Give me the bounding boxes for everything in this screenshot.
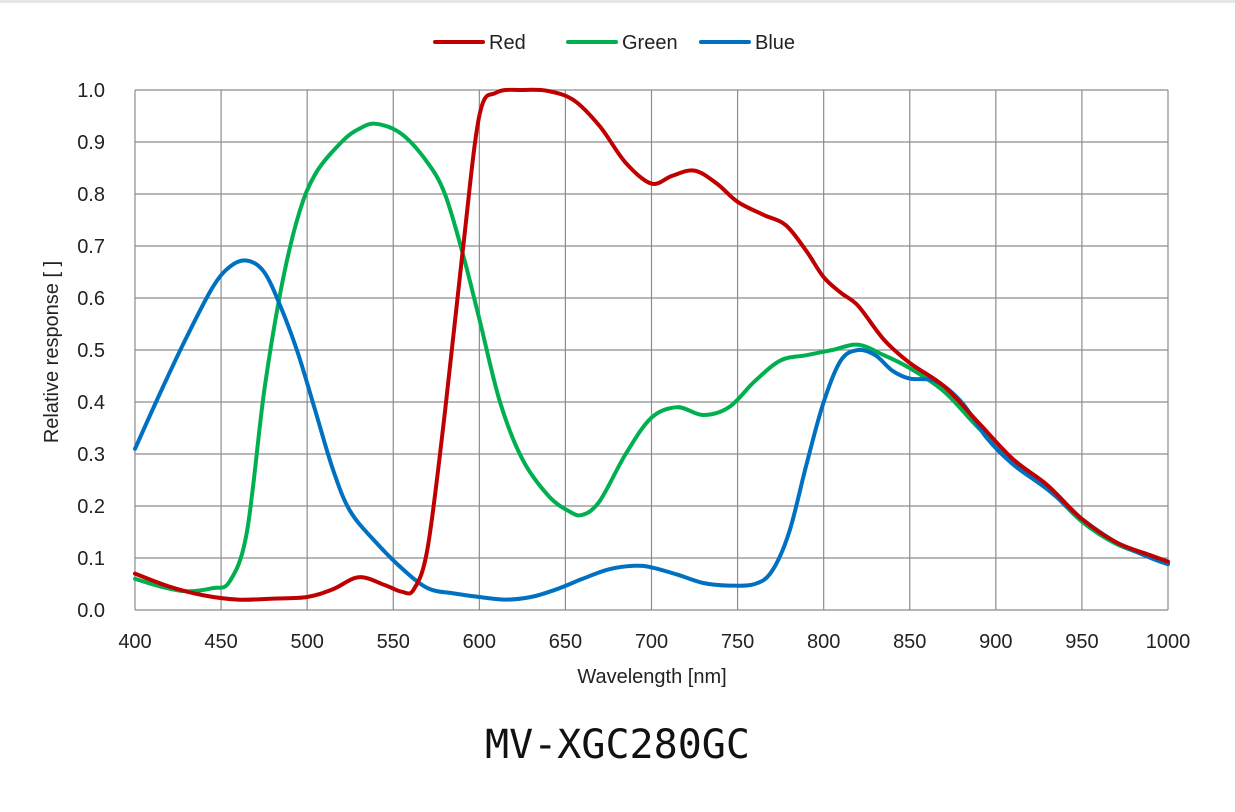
y-tick-label: 0.1 <box>77 548 105 570</box>
y-tick-label: 0.0 <box>77 600 105 622</box>
x-tick-label: 600 <box>463 631 496 653</box>
y-tick-label: 0.3 <box>77 444 105 466</box>
series-lines <box>133 87 1170 602</box>
y-tick-label: 0.6 <box>77 288 105 310</box>
x-tick-label: 550 <box>377 631 410 653</box>
x-tick-label: 950 <box>1065 631 1098 653</box>
y-tick-label: 0.9 <box>77 132 105 154</box>
plot-grid <box>134 89 1169 611</box>
model-caption: MV-XGC280GC <box>485 722 750 768</box>
x-tick-label: 850 <box>893 631 926 653</box>
legend-label-red: Red <box>489 32 526 54</box>
x-tick-label: 750 <box>721 631 754 653</box>
y-tick-label: 0.5 <box>77 340 105 362</box>
spectral-response-chart: 400 450 500 550 600 650 700 750 800 850 900 950 1000… <box>41 32 1190 688</box>
legend: Red Green Blue <box>433 32 795 54</box>
x-axis-label: Wavelength [nm] <box>577 666 726 688</box>
y-tick-label: 0.7 <box>77 236 105 258</box>
y-tick-label: 1.0 <box>77 80 105 102</box>
y-axis-label: Relative response [ ] <box>41 261 63 443</box>
x-tick-label: 450 <box>204 631 237 653</box>
x-tick-label: 650 <box>549 631 582 653</box>
top-rule <box>0 0 1235 3</box>
x-tick-label: 400 <box>118 631 151 653</box>
series-line-green <box>133 121 1170 594</box>
x-tick-label: 500 <box>290 631 323 653</box>
x-tick-label: 700 <box>635 631 668 653</box>
y-tick-label: 0.8 <box>77 184 105 206</box>
x-tick-label: 900 <box>979 631 1012 653</box>
legend-label-green: Green <box>622 32 678 54</box>
x-tick-label: 1000 <box>1146 631 1191 653</box>
y-tick-labels: 0.0 0.1 0.2 0.3 0.4 0.5 0.6 0.7 0.8 0.9 1.0 <box>77 80 105 622</box>
x-tick-label: 800 <box>807 631 840 653</box>
legend-label-blue: Blue <box>755 32 795 54</box>
y-tick-label: 0.2 <box>77 496 105 518</box>
x-tick-labels: 400 450 500 550 600 650 700 750 800 850 900 950 1000 <box>118 631 1190 653</box>
series-line-red <box>133 87 1170 602</box>
y-tick-label: 0.4 <box>77 392 105 414</box>
